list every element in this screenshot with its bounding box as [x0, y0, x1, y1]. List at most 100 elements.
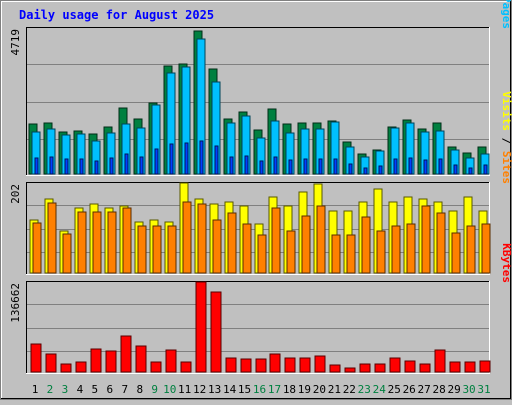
bar-sites-day-7: [122, 207, 132, 274]
x-tick-label-day-19: 19: [298, 383, 311, 396]
bar-kbytes-day-1: [30, 343, 42, 373]
bar-sites-day-21: [331, 234, 341, 274]
legend-entry: Sites: [500, 151, 512, 184]
x-tick-label-day-26: 26: [403, 383, 416, 396]
bar-kbytes-day-10: [165, 349, 177, 373]
bar-sites-day-10: [167, 225, 177, 274]
bar-sites-day-28: [436, 212, 446, 274]
x-tick-label-day-22: 22: [343, 383, 356, 396]
legend-entry: KBytes: [500, 243, 512, 283]
x-tick-label-day-25: 25: [388, 383, 401, 396]
bar-sites-day-12: [197, 203, 207, 274]
bar-sites-day-30: [466, 225, 476, 274]
bar-kbytes-day-27: [419, 363, 431, 373]
x-tick-label-day-15: 15: [238, 383, 251, 396]
x-tick-label-day-28: 28: [433, 383, 446, 396]
bar-pages-day-30: [468, 167, 473, 175]
bar-kbytes-day-12: [195, 281, 207, 373]
chart-panels: 4719 Hits / Files / Pages 202 Visits / Site…: [9, 0, 512, 374]
bar-kbytes-day-14: [225, 357, 237, 373]
bar-sites-day-11: [182, 201, 192, 274]
bar-kbytes-day-16: [255, 358, 267, 373]
bar-pages-day-1: [34, 157, 39, 175]
legend-entry: Visits: [500, 91, 512, 131]
x-tick-label-day-2: 2: [47, 383, 54, 396]
bar-sites-day-23: [361, 216, 371, 274]
bar-pages-day-15: [244, 155, 249, 175]
bar-pages-day-11: [184, 142, 189, 175]
bar-kbytes-day-5: [90, 348, 102, 373]
panel-hits-files-pages-max-label: 4719: [9, 29, 22, 56]
legend-entry: /: [500, 131, 512, 151]
bar-pages-day-27: [423, 159, 428, 175]
bar-kbytes-day-17: [269, 353, 281, 373]
bar-sites-day-17: [271, 207, 281, 274]
bar-pages-day-6: [109, 157, 114, 175]
panel-visits-sites-legend: Visits / Sites: [500, 91, 512, 184]
bar-pages-day-17: [273, 156, 278, 175]
x-tick-label-day-30: 30: [462, 383, 475, 396]
bar-pages-day-16: [259, 160, 264, 175]
bar-pages-day-23: [363, 167, 368, 175]
panel-visits-sites-max-label: 202: [9, 184, 22, 204]
x-tick-label-day-9: 9: [151, 383, 158, 396]
bar-pages-day-5: [94, 160, 99, 175]
x-tick-label-day-14: 14: [223, 383, 237, 396]
bar-pages-day-28: [438, 158, 443, 175]
x-tick-label-day-11: 11: [178, 383, 191, 396]
bar-pages-day-2: [49, 156, 54, 175]
bar-kbytes-day-13: [210, 291, 222, 373]
bar-sites-day-4: [77, 211, 87, 274]
bar-pages-day-9: [154, 148, 159, 175]
bar-sites-day-20: [316, 205, 326, 274]
x-tick-label-day-31: 31: [477, 383, 490, 396]
x-tick-label-day-3: 3: [62, 383, 69, 396]
x-tick-label-day-21: 21: [328, 383, 341, 396]
x-tick-label-day-6: 6: [107, 383, 114, 396]
x-tick-label-day-27: 27: [418, 383, 431, 396]
bar-kbytes-day-9: [150, 361, 162, 373]
bar-sites-day-19: [301, 215, 311, 274]
x-tick-label-day-8: 8: [136, 383, 143, 396]
bar-sites-day-8: [137, 225, 147, 274]
bar-pages-day-13: [214, 145, 219, 175]
bar-kbytes-day-15: [240, 358, 252, 373]
bar-kbytes-day-21: [329, 364, 341, 373]
bar-sites-day-9: [152, 225, 162, 274]
x-tick-label-day-24: 24: [373, 383, 387, 396]
bar-sites-day-29: [451, 232, 461, 274]
bar-pages-day-14: [229, 156, 234, 175]
bar-sites-day-26: [406, 223, 416, 274]
x-tick-label-day-10: 10: [163, 383, 176, 396]
panel-visits-sites: 202 Visits / Sites: [9, 91, 512, 275]
bar-sites-day-18: [286, 230, 296, 274]
x-tick-label-day-29: 29: [447, 383, 460, 396]
bar-pages-day-24: [378, 165, 383, 175]
bar-kbytes-day-24: [374, 363, 386, 373]
x-tick-label-day-18: 18: [283, 383, 296, 396]
x-tick-label-day-16: 16: [253, 383, 266, 396]
bar-sites-day-2: [47, 202, 57, 274]
bar-kbytes-day-19: [299, 357, 311, 373]
bar-kbytes-day-3: [60, 363, 72, 373]
bar-kbytes-day-18: [284, 357, 296, 373]
bar-sites-day-16: [257, 234, 267, 274]
bar-pages-day-8: [139, 156, 144, 175]
x-axis-day-labels: 1 2 3 4 5 6 7 8 9 10 11 12 13 14 15 16 17 18 19 20 21 22 23 24 2…: [32, 383, 491, 396]
bar-pages-day-3: [64, 158, 69, 175]
x-tick-label-day-13: 13: [208, 383, 221, 396]
bar-pages-day-10: [169, 143, 174, 175]
bar-sites-day-15: [242, 223, 252, 274]
x-tick-label-day-12: 12: [193, 383, 206, 396]
bar-sites-day-22: [346, 234, 356, 274]
bar-pages-day-12: [199, 140, 204, 175]
bar-kbytes-day-23: [359, 363, 371, 373]
bar-kbytes-day-25: [389, 357, 401, 373]
bar-sites-day-14: [227, 212, 237, 274]
legend-entry: Pages: [500, 0, 512, 29]
bar-pages-day-21: [333, 158, 338, 175]
bar-kbytes-day-20: [314, 355, 326, 373]
bar-pages-day-20: [318, 158, 323, 175]
